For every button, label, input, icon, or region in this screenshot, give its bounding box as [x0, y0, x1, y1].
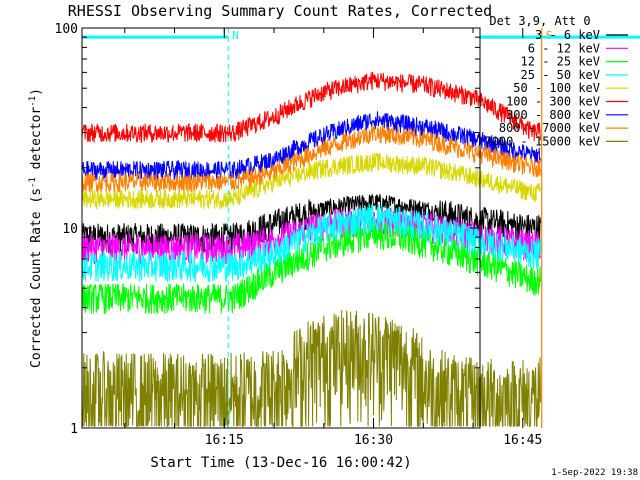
x-axis-label: Start Time (13-Dec-16 16:00:42) — [150, 455, 411, 471]
legend-label: 50 - 100 keV — [513, 81, 600, 95]
legend-label: 7000 - 15000 keV — [484, 134, 600, 148]
series-line — [81, 71, 541, 143]
y-tick-label: 1 — [70, 422, 78, 437]
series-line — [81, 219, 541, 314]
x-tick-label: 16:30 — [354, 433, 393, 448]
series-line — [81, 111, 541, 181]
legend-label: 25 - 50 keV — [521, 68, 600, 82]
legend-header: Det 3,9, Att 0 — [489, 14, 590, 28]
legend-label: 12 - 25 keV — [521, 55, 600, 69]
y-tick-label: 10 — [62, 222, 78, 237]
footer-date: 1-Sep-2022 19:38 — [551, 468, 638, 478]
y-tick-label: 100 — [55, 22, 78, 37]
annotation-label: N — [232, 29, 239, 42]
series-line — [81, 152, 541, 210]
legend-label: 800 - 7000 keV — [499, 121, 600, 135]
chart-title: RHESSI Observing Summary Count Rates, Co… — [68, 2, 492, 20]
legend-label: 100 - 300 keV — [506, 95, 600, 109]
legend-label: 3 - 6 keV — [535, 28, 600, 42]
x-tick-label: 16:15 — [205, 433, 244, 448]
series-line — [81, 309, 541, 428]
series-line — [81, 124, 541, 193]
legend-label: 6 - 12 keV — [528, 41, 600, 55]
legend-label: 300 - 800 keV — [506, 108, 600, 122]
x-tick-label: 16:45 — [503, 433, 542, 448]
plot-area: NS — [81, 28, 640, 428]
y-axis: 1 10 100 — [55, 22, 480, 437]
y-axis-label: Corrected Count Rate (s-1 detector-1) — [28, 88, 44, 368]
series-line — [81, 203, 541, 284]
